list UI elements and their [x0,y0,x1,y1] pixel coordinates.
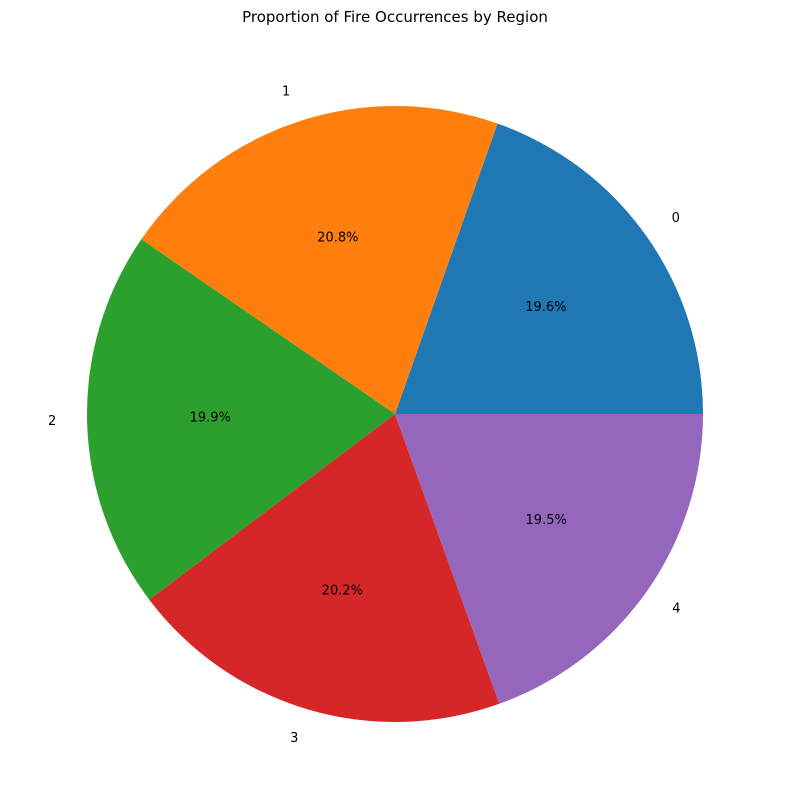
pie-pct-label-1: 20.8% [317,231,358,246]
pie-slice-2 [87,239,395,600]
pie-slices [87,105,703,722]
pie-category-label-0: 0 [672,211,680,226]
pie-labels: 19.6% 0 20.8% 1 19.9% 2 20.2% 3 19.5% 4 [48,84,680,746]
pie-slice-1 [141,105,498,414]
pie-pct-label-3: 20.2% [322,584,363,599]
pie-pct-label-4: 19.5% [526,513,567,528]
pie-pct-label-0: 19.6% [525,300,566,315]
pie-slice-4 [395,414,703,704]
pie-pct-label-2: 19.9% [190,411,231,426]
chart-title: Proportion of Fire Occurrences by Region [242,8,548,26]
pie-category-label-4: 4 [672,601,680,616]
pie-slice-3 [149,414,500,722]
pie-category-label-2: 2 [48,414,56,429]
pie-category-label-1: 1 [282,84,290,99]
pie-category-label-3: 3 [290,731,298,746]
pie-slice-0 [395,123,703,415]
